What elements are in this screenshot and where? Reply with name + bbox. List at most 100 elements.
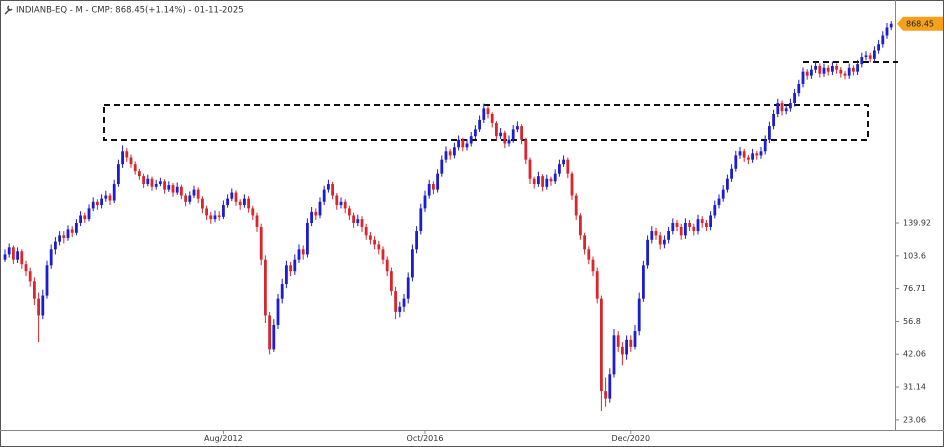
candle-body	[604, 391, 607, 399]
candle-body	[747, 157, 750, 160]
candle-body	[33, 281, 36, 299]
candle-body	[520, 126, 523, 140]
candle-body	[579, 215, 582, 236]
candle-body	[772, 113, 775, 127]
title-icon	[4, 5, 13, 15]
candle-body	[310, 211, 313, 223]
candle-body	[142, 176, 145, 185]
candle-body	[402, 298, 406, 307]
candle-body	[486, 108, 490, 114]
candle-body	[650, 231, 654, 240]
candle-body	[839, 69, 843, 74]
last-price-label: 868.45	[906, 19, 934, 28]
candle-body	[621, 346, 624, 355]
candle-body	[112, 184, 116, 201]
candle-body	[448, 151, 452, 156]
candle-body	[675, 222, 679, 227]
candle-body	[129, 157, 133, 165]
candle-body	[847, 67, 851, 76]
candle-body	[91, 201, 95, 209]
candle-body	[79, 215, 82, 223]
candle-body	[751, 153, 754, 160]
candle-body	[818, 65, 822, 74]
candle-body	[104, 195, 108, 199]
candle-body	[3, 254, 7, 260]
candle-body	[238, 201, 242, 206]
candle-body	[234, 192, 238, 202]
candle-body	[62, 235, 66, 238]
candle-body	[734, 155, 738, 169]
candle-body	[247, 198, 250, 209]
candle-body	[327, 184, 330, 190]
y-tick-label: 139.92	[903, 219, 931, 228]
candle-body	[646, 239, 649, 266]
candle-body	[562, 159, 565, 165]
candle-body	[419, 208, 423, 232]
candle-body	[503, 132, 507, 144]
candle-body	[58, 235, 61, 242]
candle-body	[180, 186, 183, 196]
candle-body	[385, 259, 389, 272]
candle-body	[776, 103, 780, 114]
candle-body	[642, 265, 645, 299]
candle-body	[159, 181, 162, 185]
candle-body	[49, 249, 53, 266]
candle-body	[524, 139, 528, 160]
candle-body	[738, 151, 742, 156]
candle-body	[663, 239, 666, 245]
y-tick-label: 42.06	[903, 350, 926, 359]
resistance-zone	[103, 104, 869, 141]
candle-body	[742, 151, 746, 158]
candle-body	[843, 73, 847, 76]
candle-body	[268, 315, 271, 350]
candle-body	[331, 184, 334, 196]
candle-body	[881, 35, 885, 45]
candle-body	[889, 23, 893, 28]
candle-body	[322, 189, 326, 202]
candle-body	[856, 64, 859, 72]
candle-body	[184, 195, 187, 202]
candle-body	[780, 103, 784, 112]
last-price-tag	[897, 16, 943, 31]
candle-body	[793, 93, 796, 104]
candle-body	[226, 198, 229, 206]
candle-body	[885, 27, 889, 36]
candle-body	[301, 249, 305, 255]
candle-body	[66, 229, 70, 238]
candle-body	[810, 69, 813, 76]
candle-body	[768, 126, 771, 140]
candle-body	[209, 215, 213, 220]
candle-body	[243, 198, 246, 206]
candle-body	[671, 222, 675, 232]
candle-body	[574, 195, 578, 216]
candle-body	[96, 201, 99, 206]
candle-body	[499, 132, 502, 137]
candle-body	[201, 198, 204, 209]
candle-body	[251, 208, 255, 216]
candle-body	[280, 284, 284, 299]
candle-body	[205, 208, 208, 216]
candle-body	[608, 374, 612, 399]
candle-body	[591, 259, 595, 272]
candle-body	[297, 249, 301, 260]
candle-body	[805, 71, 809, 76]
candle-body	[222, 205, 225, 217]
candle-body	[394, 291, 397, 312]
candle-body	[700, 219, 704, 223]
candle-body	[801, 71, 805, 85]
candle-body	[20, 251, 24, 265]
candle-body	[566, 159, 570, 174]
candle-body	[789, 103, 792, 109]
candle-body	[625, 339, 628, 355]
candle-body	[654, 231, 658, 236]
candle-body	[117, 164, 120, 185]
candle-body	[478, 119, 481, 130]
candle-body	[864, 55, 868, 58]
chart-title: INDIANB-EQ - M - CMP: 868.45(+1.14%) - 0…	[16, 6, 244, 16]
candle-body	[730, 168, 733, 179]
y-tick-label: 31.14	[903, 383, 926, 392]
candle-body	[54, 241, 57, 250]
candle-body	[457, 139, 460, 148]
candle-body	[306, 222, 309, 255]
